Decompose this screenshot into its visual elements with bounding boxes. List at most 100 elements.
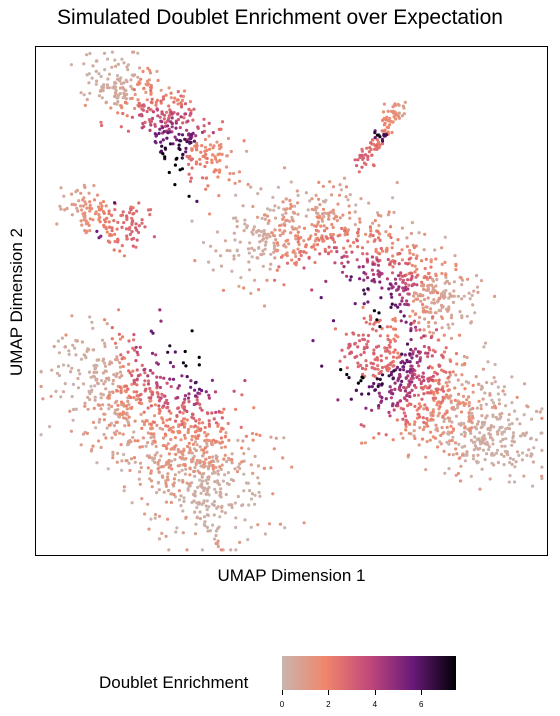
scatter-point (448, 370, 452, 374)
scatter-point (222, 407, 226, 411)
scatter-point (193, 490, 197, 494)
scatter-point (165, 446, 169, 451)
scatter-point (220, 446, 224, 450)
scatter-point (80, 340, 84, 344)
scatter-point (381, 118, 385, 122)
scatter-point (439, 303, 444, 307)
scatter-point (292, 211, 297, 215)
scatter-point (215, 140, 219, 144)
scatter-point (314, 232, 318, 236)
scatter-point (393, 339, 397, 343)
scatter-point (176, 406, 180, 410)
scatter-point (368, 314, 372, 318)
scatter-point (167, 86, 171, 90)
scatter-point (445, 410, 449, 414)
scatter-point (315, 215, 319, 219)
scatter-point (85, 206, 89, 210)
scatter-point (372, 277, 376, 282)
scatter-point (340, 226, 344, 231)
scatter-point (378, 334, 382, 338)
scatter-point (129, 395, 133, 400)
scatter-point (189, 176, 193, 180)
scatter-point (174, 452, 178, 456)
scatter-point (244, 434, 248, 438)
scatter-point (181, 411, 185, 415)
scatter-point (430, 283, 434, 287)
scatter-point (317, 197, 321, 201)
scatter-point (385, 277, 390, 281)
scatter-point (180, 404, 184, 408)
scatter-point (361, 252, 365, 256)
scatter-point (353, 302, 357, 306)
scatter-point (329, 233, 333, 237)
scatter-point (445, 425, 449, 429)
scatter-point (85, 73, 89, 77)
scatter-point (167, 170, 171, 175)
scatter-point (360, 149, 364, 153)
scatter-point (403, 302, 407, 306)
scatter-point (243, 379, 247, 383)
scatter-point (404, 282, 408, 286)
scatter-point (497, 398, 501, 402)
scatter-point (118, 375, 122, 380)
scatter-point (356, 361, 360, 365)
scatter-point (170, 116, 174, 120)
scatter-point (532, 446, 536, 450)
scatter-point (319, 224, 323, 228)
scatter-point (412, 291, 417, 295)
scatter-point (414, 275, 418, 279)
scatter-point (128, 232, 132, 236)
scatter-point (481, 437, 485, 441)
scatter-point (204, 457, 208, 461)
scatter-point (121, 85, 125, 90)
scatter-point (400, 114, 404, 118)
scatter-point (284, 252, 288, 256)
scatter-point (347, 376, 351, 380)
scatter-point (226, 421, 230, 426)
scatter-point (437, 338, 441, 342)
scatter-point (499, 452, 504, 456)
scatter-point (379, 354, 383, 358)
scatter-point (203, 446, 207, 450)
scatter-point (151, 371, 155, 375)
scatter-point (120, 213, 125, 217)
scatter-point (70, 202, 74, 207)
scatter-point (116, 220, 120, 224)
scatter-point (387, 367, 391, 371)
scatter-point (397, 285, 401, 289)
scatter-point (168, 417, 172, 421)
scatter-point (444, 275, 448, 279)
scatter-point (259, 230, 263, 234)
scatter-point (314, 228, 318, 232)
scatter-point (178, 147, 182, 152)
legend-tick-label: 4 (372, 700, 378, 709)
scatter-point (133, 460, 137, 464)
scatter-point (111, 382, 115, 386)
scatter-point (164, 481, 168, 486)
scatter-point (371, 262, 375, 266)
scatter-point (152, 456, 156, 460)
scatter-point (131, 369, 135, 373)
scatter-point (166, 442, 170, 446)
scatter-point (497, 402, 502, 406)
scatter-point (202, 124, 206, 128)
scatter-point (469, 431, 473, 435)
scatter-point (321, 199, 326, 203)
scatter-point (84, 219, 88, 223)
scatter-point (291, 250, 295, 254)
scatter-point (162, 444, 166, 448)
scatter-point (340, 261, 344, 265)
scatter-point (405, 358, 409, 362)
scatter-point (341, 213, 345, 217)
scatter-point (211, 268, 215, 272)
scatter-point (200, 485, 204, 489)
scatter-point (294, 237, 298, 241)
scatter-point (180, 98, 185, 102)
scatter-point (394, 282, 398, 286)
scatter-point (344, 195, 348, 199)
scatter-point (510, 443, 514, 447)
scatter-point (384, 248, 388, 252)
scatter-point (168, 361, 173, 365)
scatter-point (165, 460, 169, 464)
scatter-point (252, 225, 256, 229)
